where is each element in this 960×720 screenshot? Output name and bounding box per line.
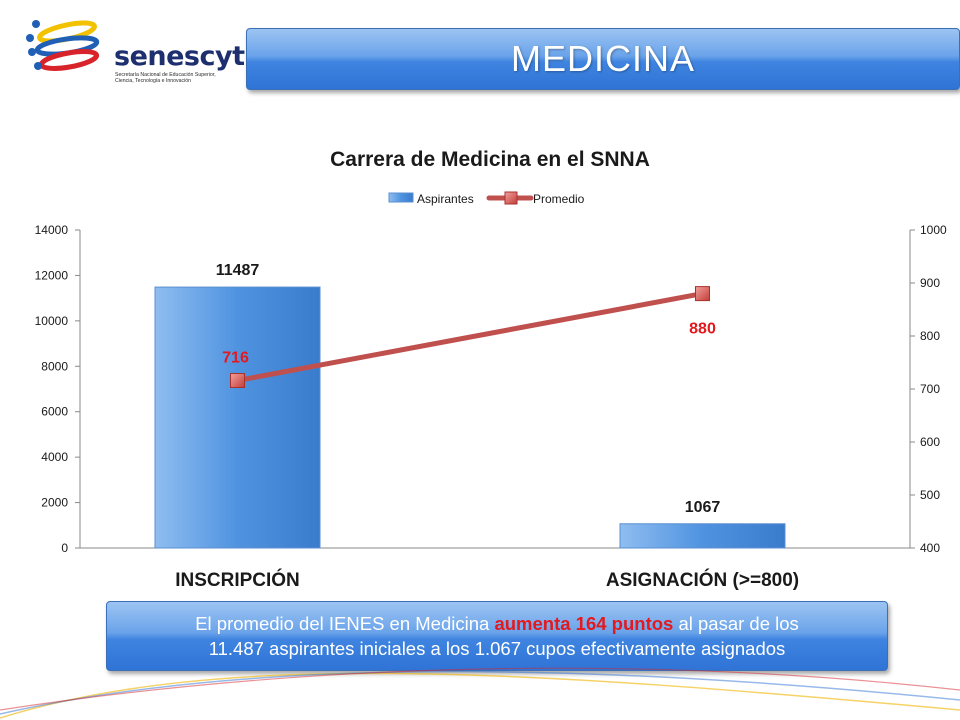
legend-label-aspirantes: Aspirantes (417, 192, 474, 206)
y-right-tick-label: 500 (920, 488, 940, 502)
y-right-tick-label: 400 (920, 541, 940, 555)
y-left-tick-label: 10000 (35, 314, 69, 328)
senescyt-logo: senescyt Secretaría Nacional de Educació… (22, 10, 245, 86)
y-left-tick-label: 6000 (41, 405, 68, 419)
y-left-tick-label: 12000 (35, 268, 69, 282)
legend-swatch-aspirantes (388, 192, 414, 203)
callout-line1: El promedio del IENES en Medicina aument… (107, 611, 887, 636)
y-left-tick-label: 4000 (41, 450, 68, 464)
x-tick-label: ASIGNACIÓN (>=800) (606, 569, 799, 591)
page-title: MEDICINA (510, 38, 695, 79)
chart-title: Carrera de Medicina en el SNNA (330, 148, 650, 171)
promedio-marker (230, 373, 245, 389)
y-left-tick-label: 2000 (41, 496, 68, 510)
logo-name: senescyt (114, 41, 245, 72)
callout-line2: 11.487 aspirantes iniciales a los 1.067 … (208, 638, 786, 659)
logo-subtitle-line1: Secretaría Nacional de Educación Superio… (115, 72, 216, 78)
bar-aspirantes (154, 286, 321, 549)
callout-text-post: al pasar de los (673, 613, 799, 634)
bar-data-label: 11487 (216, 262, 260, 279)
title-banner: MEDICINA (246, 28, 960, 90)
legend-label-promedio: Promedio (533, 192, 585, 206)
callout-text-pre: El promedio del IENES en Medicina (195, 613, 495, 634)
y-left-tick-label: 0 (61, 541, 68, 555)
y-right-tick-label: 600 (920, 435, 940, 449)
legend-marker-promedio (504, 191, 518, 205)
y-right-tick-label: 900 (920, 276, 940, 290)
y-left-tick-label: 8000 (41, 359, 68, 373)
line-promedio (235, 291, 705, 384)
logo-subtitle-line2: Ciencia, Tecnología e Innovación (115, 78, 192, 84)
logo-swirl-icon (26, 20, 100, 71)
y-right-tick-label: 700 (920, 382, 940, 396)
promedio-marker (695, 286, 710, 302)
bar-aspirantes (619, 523, 786, 549)
y-right-tick-label: 1000 (920, 223, 947, 237)
line-data-label: 716 (222, 350, 249, 367)
x-tick-label: INSCRIPCIÓN (175, 569, 300, 591)
callout-highlight: aumenta 164 puntos (494, 613, 674, 634)
logo-subtitle: Secretaría Nacional de Educación Superio… (115, 72, 235, 84)
chart: Carrera de Medicina en el SNNA 0 2000 4000 6… (35, 148, 947, 591)
y-left-tick-label: 14000 (35, 223, 69, 237)
line-data-label: 880 (689, 321, 716, 338)
bar-data-label: 1067 (685, 499, 721, 516)
y-right-tick-label: 800 (920, 329, 940, 343)
summary-callout: El promedio del IENES en Medicina aument… (106, 601, 888, 671)
